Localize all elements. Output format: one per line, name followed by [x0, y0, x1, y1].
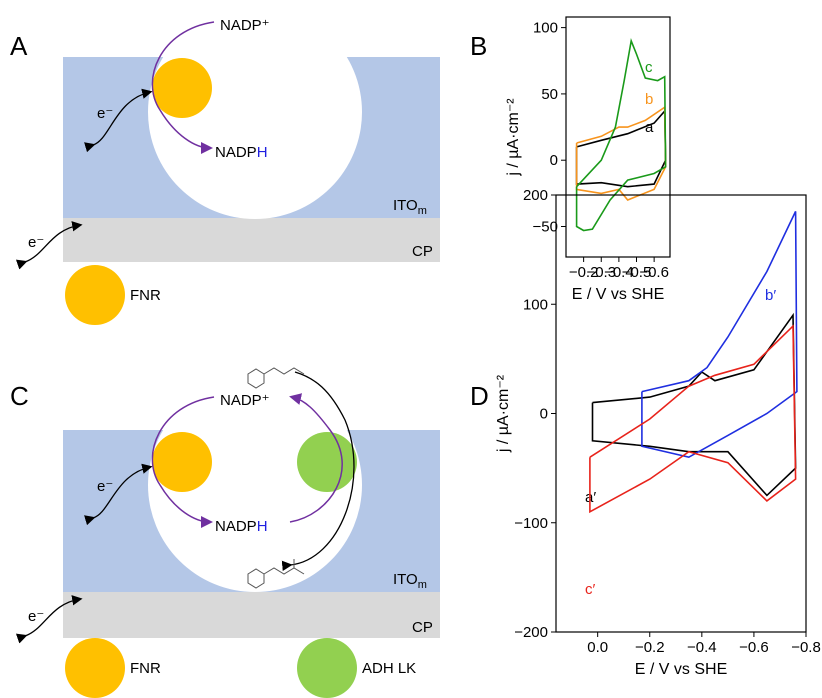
curve-label: c′ — [585, 581, 596, 598]
y-tick-label: 0 — [550, 152, 558, 169]
panel-label: A — [10, 31, 28, 61]
y-tick-label: 100 — [533, 20, 558, 37]
y-tick-label: −100 — [514, 515, 548, 532]
nadph-h: H — [257, 144, 268, 161]
nadph-text: NADP — [215, 518, 257, 535]
schematic-a — [15, 5, 440, 325]
electron-label: e⁻ — [97, 478, 113, 495]
nadph-label: NADPH — [215, 518, 268, 535]
cp-label: CP — [412, 243, 433, 260]
molecule-alcohol — [247, 367, 305, 389]
arrow — [151, 21, 215, 154]
x-axis-label: E / V vs SHE — [635, 661, 727, 678]
arrow — [84, 88, 153, 153]
y-tick-label: 100 — [523, 296, 548, 313]
fnr-enzyme — [152, 58, 212, 118]
x-tick-label: −0.8 — [791, 639, 821, 656]
x-tick-label: −0.2 — [569, 264, 599, 281]
ito-label: ITOm — [393, 571, 427, 591]
cv-curve — [591, 312, 797, 497]
cp-layer — [63, 218, 440, 262]
fnr-legend-icon — [65, 638, 125, 698]
plot-frame — [565, 16, 671, 258]
adh-enzyme — [297, 432, 357, 492]
adh-label: ADH LK — [362, 660, 416, 677]
cv-curve — [589, 324, 797, 514]
nadp-label: NADP⁺ — [220, 392, 270, 409]
x-tick-label: −0.5 — [622, 264, 652, 281]
nadph-h: H — [257, 518, 268, 535]
y-tick-label: 50 — [541, 86, 558, 103]
y-axis-label: j / µA·cm⁻² — [505, 98, 522, 177]
cv-curve — [641, 211, 798, 459]
ito-text: ITO — [393, 571, 418, 588]
molecule-ketone — [247, 559, 305, 589]
pore — [148, 378, 362, 592]
ito-label: ITOm — [393, 197, 427, 217]
electron-label: e⁻ — [28, 234, 44, 251]
fnr-label: FNR — [130, 660, 161, 677]
curve-label: c — [645, 59, 653, 76]
cv-curve — [575, 38, 667, 232]
x-tick-label: 0.0 — [587, 639, 608, 656]
adh-legend-icon — [297, 638, 357, 698]
y-tick-label: −50 — [533, 219, 558, 236]
nadp-label: NADP⁺ — [220, 17, 270, 34]
y-tick-label: 200 — [523, 187, 548, 204]
fnr-label: FNR — [130, 287, 161, 304]
panel-label: D — [470, 381, 489, 411]
x-tick-label: −0.4 — [604, 264, 634, 281]
y-axis-label: j / µA·cm⁻² — [495, 374, 512, 453]
electron-label: e⁻ — [97, 105, 113, 122]
arrow — [84, 463, 153, 526]
pore — [148, 5, 362, 219]
x-tick-label: −0.6 — [639, 264, 669, 281]
x-tick-label: −0.2 — [635, 639, 665, 656]
cp-label: CP — [412, 619, 433, 636]
y-tick-label: −200 — [514, 624, 548, 641]
arrow — [15, 221, 83, 270]
arrow — [281, 371, 355, 571]
x-axis-label: E / V vs SHE — [572, 286, 664, 303]
plot-frame — [555, 194, 807, 633]
arrow — [151, 396, 215, 528]
curve-label: a — [645, 119, 654, 136]
arrow — [15, 595, 83, 644]
fnr-legend-icon — [65, 265, 125, 325]
y-tick-label: 0 — [540, 406, 548, 423]
curve-label: b′ — [765, 287, 776, 304]
nadph-text: NADP — [215, 144, 257, 161]
x-tick-label: −0.3 — [586, 264, 616, 281]
ito-sub: m — [418, 205, 427, 217]
panel-label: C — [10, 381, 29, 411]
cp-layer — [63, 592, 440, 638]
schematic-c — [15, 367, 440, 698]
electron-label: e⁻ — [28, 608, 44, 625]
ito-sub: m — [418, 579, 427, 591]
nadph-label: NADPH — [215, 144, 268, 161]
ito-text: ITO — [393, 197, 418, 214]
fnr-enzyme — [152, 432, 212, 492]
x-tick-label: −0.4 — [687, 639, 717, 656]
x-tick-label: −0.6 — [739, 639, 769, 656]
panel-label: B — [470, 31, 487, 61]
arrow — [289, 393, 343, 523]
curve-label: b — [645, 91, 653, 108]
